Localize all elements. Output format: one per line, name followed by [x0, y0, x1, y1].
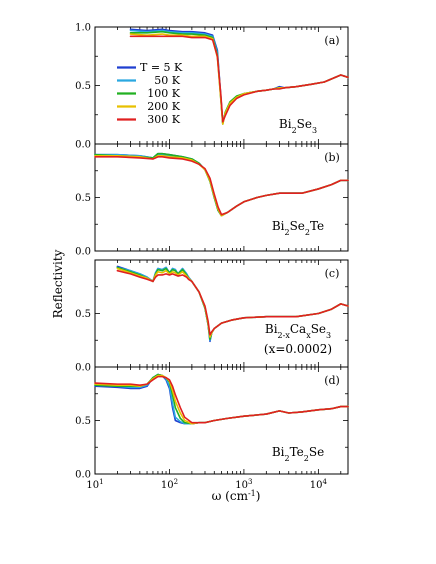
panel-label: (d): [324, 374, 340, 387]
x-axis-label-main: ω (cm: [212, 489, 249, 503]
material-label: Bi2Se2Te: [272, 219, 324, 237]
material-text: Se: [309, 445, 324, 459]
x-axis-label-sup: -1: [248, 489, 256, 498]
panel-3: 0.0 0.5 (c) Bi2-xCaxSe3 (x=0.0002): [75, 259, 349, 374]
x-tick-label: 102: [161, 478, 178, 491]
material-subscript: 2: [292, 126, 297, 135]
material-subscript: 2-x: [278, 331, 291, 340]
x-tick-label: 104: [310, 478, 328, 491]
material-subscript: 3: [326, 331, 331, 340]
material-text: Bi: [272, 219, 285, 233]
series-line-300k: [116, 269, 349, 336]
panel-4: 0.00.5(d)Bi2Te2Se: [75, 366, 349, 481]
material-subscript: 2: [305, 228, 310, 237]
material-subscript: 2: [284, 454, 289, 463]
material-text: Bi: [272, 445, 285, 459]
material-note: (x=0.0002): [264, 342, 332, 356]
series-line-100k: [94, 152, 349, 217]
panel-1: 0.0 0.5 1.0 (a) Bi2Se3: [75, 23, 349, 151]
legend-entry: T = 5 K: [140, 61, 183, 74]
legend-entry: 50 K: [154, 74, 180, 87]
series-line-5k: [94, 373, 349, 425]
material-text: Bi: [279, 117, 292, 131]
y-axis-label: Reflectivity: [51, 249, 65, 318]
material-text: Te: [290, 445, 304, 459]
material-text: Te: [310, 219, 324, 233]
series-line-5k: [94, 152, 349, 217]
panel-label: (c): [325, 267, 340, 280]
material-subscript: 2: [284, 228, 289, 237]
chart-panels: 0.00.51.0(a)Bi2Se30.00.5(b)Bi2Se2Te0.00.…: [75, 23, 349, 481]
legend-entry: 100 K: [147, 87, 180, 100]
legend-entry: 300 K: [147, 113, 180, 126]
x-tick-exponent: 2: [174, 478, 178, 486]
series-line-200k: [94, 154, 349, 217]
y-tick-label: 0.0: [75, 140, 91, 151]
x-tick-base: 10: [86, 480, 99, 491]
material-subscript: 2: [304, 454, 309, 463]
series-line-300k: [94, 375, 349, 424]
material-text: Ca: [290, 322, 306, 336]
series-line-300k: [129, 35, 349, 123]
material-text: Bi: [265, 322, 278, 336]
material-label: Bi2Te2Se: [272, 445, 324, 463]
x-tick-exponent: 1: [99, 478, 103, 486]
material-subscript: x: [306, 331, 311, 340]
series-line-100k: [94, 373, 349, 425]
x-tick-exponent: 4: [323, 478, 328, 486]
series-line-50k: [94, 153, 349, 217]
material-text: Se: [297, 117, 312, 131]
panel-2: 0.00.5(b)Bi2Se2Te: [75, 143, 349, 258]
y-tick-label: 0.5: [75, 416, 91, 427]
panel-label: (a): [324, 34, 339, 47]
y-tick-label: 0.0: [75, 470, 91, 481]
series-line-200k: [94, 374, 349, 425]
x-tick-base: 10: [161, 480, 174, 491]
legend-entry: 200 K: [147, 100, 180, 113]
series-line-50k: [94, 373, 349, 425]
x-tick-label: 103: [235, 478, 252, 491]
x-tick-base: 10: [235, 480, 248, 491]
panel-label: (b): [324, 151, 340, 164]
y-tick-label: 0.5: [75, 309, 91, 320]
x-axis-label-close: ): [256, 489, 261, 503]
series-line-300k: [94, 156, 349, 216]
x-tick-exponent: 3: [248, 478, 252, 486]
x-tick-label: 101: [86, 478, 103, 491]
x-axis: 101 102 103 104: [86, 478, 327, 491]
panel-frame: [94, 143, 349, 252]
y-tick-label: 0.0: [75, 247, 91, 258]
y-tick-label: 1.0: [75, 23, 91, 34]
material-text: Se: [311, 322, 326, 336]
material-label: Bi2Se3: [279, 117, 317, 135]
y-tick-label: 0.5: [75, 81, 91, 92]
x-tick-base: 10: [310, 480, 323, 491]
y-tick-label: 0.0: [75, 363, 91, 374]
material-label: Bi2-xCaxSe3: [265, 322, 331, 340]
material-subscript: 3: [312, 126, 317, 135]
material-text: Se: [290, 219, 305, 233]
y-tick-label: 0.5: [75, 193, 91, 204]
x-axis-label: ω (cm-1): [212, 489, 261, 504]
